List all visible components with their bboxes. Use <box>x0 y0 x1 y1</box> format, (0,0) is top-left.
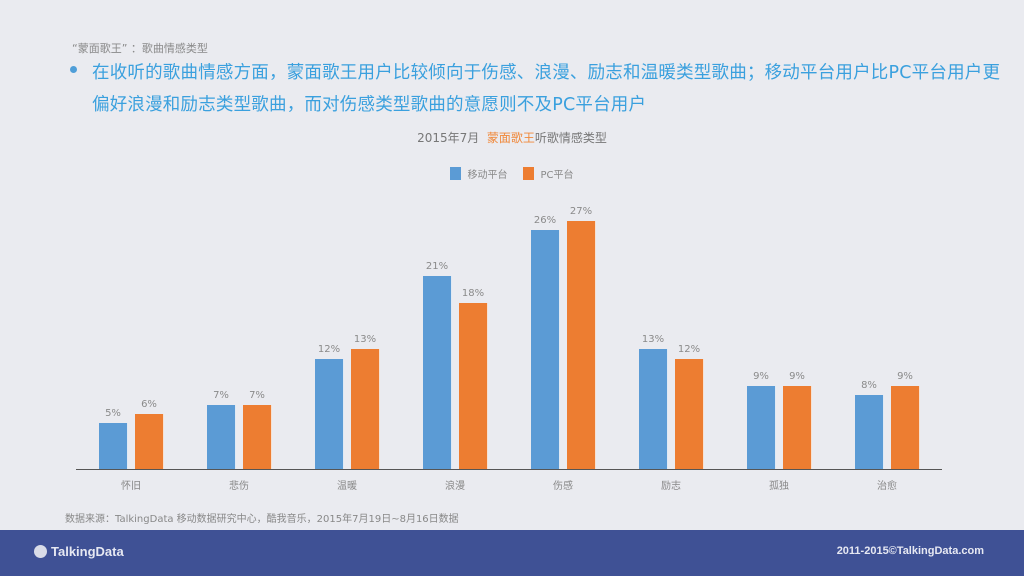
x-axis-category-label: 治愈 <box>877 481 897 492</box>
bar-value-label: 12% <box>677 343 701 355</box>
x-axis-category-label: 温暖 <box>337 481 357 492</box>
talkingdata-logo: TalkingData <box>34 544 124 559</box>
x-axis-category-label: 伤感 <box>553 481 573 492</box>
bar-pc <box>783 386 811 469</box>
chart-title-suffix: 听歌情感类型 <box>534 131 607 145</box>
bar-value-label: 13% <box>353 334 377 346</box>
bar-value-label: 7% <box>213 389 229 401</box>
bar-pc <box>135 413 163 469</box>
bar-value-label: 9% <box>897 371 913 383</box>
bar-mobile <box>855 395 883 469</box>
bar-value-label: 5% <box>105 408 121 419</box>
bar-value-label: 18% <box>461 288 485 300</box>
bar-mobile <box>99 423 127 469</box>
bar-value-label: 26% <box>533 214 557 226</box>
chart-title-prefix: 2015年7月 <box>417 131 480 145</box>
legend-swatch-pc <box>523 167 535 180</box>
bar-mobile <box>207 404 235 469</box>
bar-value-label: 9% <box>753 371 769 383</box>
legend-label-pc: PC平台 <box>540 170 574 181</box>
legend-swatch-mobile <box>450 167 462 180</box>
bar-pc <box>243 404 271 469</box>
bar-mobile <box>423 275 451 469</box>
bar-pc <box>891 386 919 469</box>
logo-text: TalkingData <box>51 544 124 559</box>
logo-flower-icon <box>34 545 47 558</box>
bar-pc <box>675 358 703 469</box>
bar-pc <box>567 220 595 469</box>
bullet-icon <box>70 66 77 73</box>
slide-subtitle: “蒙面歌王” ：歌曲情感类型 <box>72 42 208 55</box>
bar-mobile <box>747 386 775 469</box>
bar-mobile <box>639 349 667 469</box>
bar-pc <box>351 349 379 469</box>
bar-value-label: 8% <box>861 380 877 392</box>
bar-value-label: 27% <box>569 205 593 217</box>
copyright-text: 2011-2015©TalkingData.com <box>836 545 984 557</box>
x-axis-line <box>76 469 942 470</box>
bar-value-label: 6% <box>141 398 157 410</box>
chart-title: 2015年7月 蒙面歌王听歌情感类型 <box>0 129 1024 146</box>
bar-mobile <box>531 229 559 469</box>
chart-title-highlight: 蒙面歌王 <box>486 131 535 145</box>
summary-text: 在收听的歌曲情感方面，蒙面歌王用户比较倾向于伤感、浪漫、励志和温暖类型歌曲；移动… <box>92 63 1001 115</box>
x-axis-category-label: 悲伤 <box>229 481 249 492</box>
x-axis-category-label: 浪漫 <box>445 481 465 492</box>
bar-value-label: 7% <box>249 389 265 401</box>
chart-legend: 移动平台 PC平台 <box>0 166 1024 181</box>
bar-value-label: 21% <box>425 260 449 272</box>
legend-item-pc: PC平台 <box>523 166 574 181</box>
x-axis-category-label: 孤独 <box>769 481 789 492</box>
bar-value-label: 9% <box>789 371 805 383</box>
bar-pc <box>459 303 487 469</box>
x-axis-category-label: 怀旧 <box>121 481 141 492</box>
footer-bar: TalkingData 2011-2015©TalkingData.com <box>0 530 1024 576</box>
legend-item-mobile: 移动平台 <box>450 166 507 181</box>
bar-value-label: 12% <box>317 343 341 355</box>
x-axis-category-label: 励志 <box>661 481 681 492</box>
legend-label-mobile: 移动平台 <box>467 170 508 181</box>
bar-mobile <box>315 358 343 469</box>
bar-value-label: 13% <box>641 334 665 346</box>
data-source-note: 数据来源：TalkingData 移动数据研究中心，酷我音乐，2015年7月19… <box>65 514 459 525</box>
